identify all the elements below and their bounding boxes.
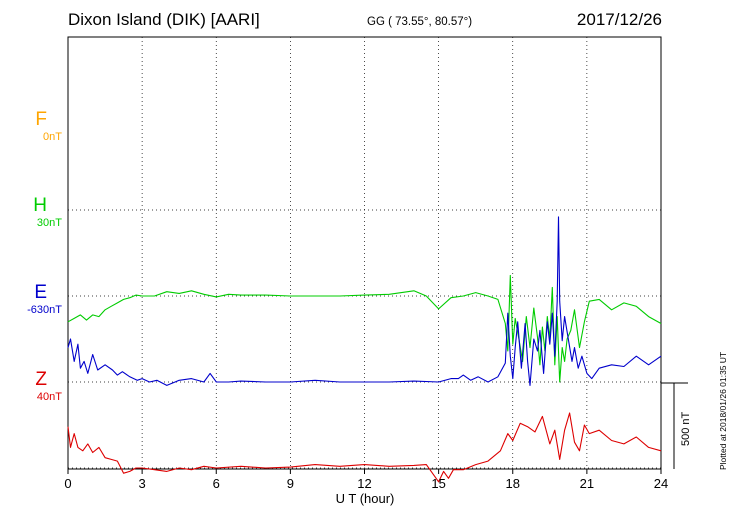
- plotted-timestamp: Plotted at 2018/01/26 01:35 UT: [718, 351, 728, 470]
- component-e-letter: E: [34, 282, 47, 303]
- component-f-label: F 0nT: [0, 110, 66, 144]
- date-label: 2017/12/26: [576, 10, 662, 29]
- x-tick-label: 21: [580, 476, 594, 491]
- component-e-baseline: -630nT: [27, 304, 62, 316]
- station-title: Dixon Island (DIK) [AARI]: [68, 10, 260, 29]
- component-f-baseline: 0nT: [43, 131, 62, 143]
- x-tick-label: 12: [357, 476, 371, 491]
- component-f-letter: F: [35, 109, 47, 130]
- component-z-letter: Z: [35, 369, 47, 390]
- x-tick-label: 9: [287, 476, 294, 491]
- geographic-coordinates: GG ( 73.55°, 80.57°): [367, 16, 473, 28]
- component-e-label: E -630nT: [0, 283, 66, 317]
- series-h-line: [67, 274, 662, 383]
- x-tick-label: 0: [64, 476, 71, 491]
- x-axis-label: U T (hour): [336, 491, 395, 506]
- x-tick-label: 6: [213, 476, 220, 491]
- x-tick-label: 18: [506, 476, 520, 491]
- grid-lines: [68, 37, 661, 469]
- component-z-label: Z 40nT: [0, 370, 66, 404]
- component-h-label: H 30nT: [0, 196, 66, 230]
- x-tick-label: 24: [654, 476, 668, 491]
- x-ticks: 0 3 6 9 12 15 18 21 24: [64, 469, 668, 491]
- series-layer: [67, 216, 662, 483]
- x-tick-label: 15: [431, 476, 445, 491]
- x-tick-label: 3: [139, 476, 146, 491]
- component-h-letter: H: [33, 195, 47, 216]
- series-z-line: [67, 412, 662, 483]
- component-z-baseline: 40nT: [36, 391, 62, 403]
- scale-bar: [661, 382, 688, 469]
- scale-bar-label: 500 nT: [680, 411, 692, 446]
- component-h-baseline: 30nT: [36, 217, 62, 229]
- series-e-line: [67, 216, 662, 386]
